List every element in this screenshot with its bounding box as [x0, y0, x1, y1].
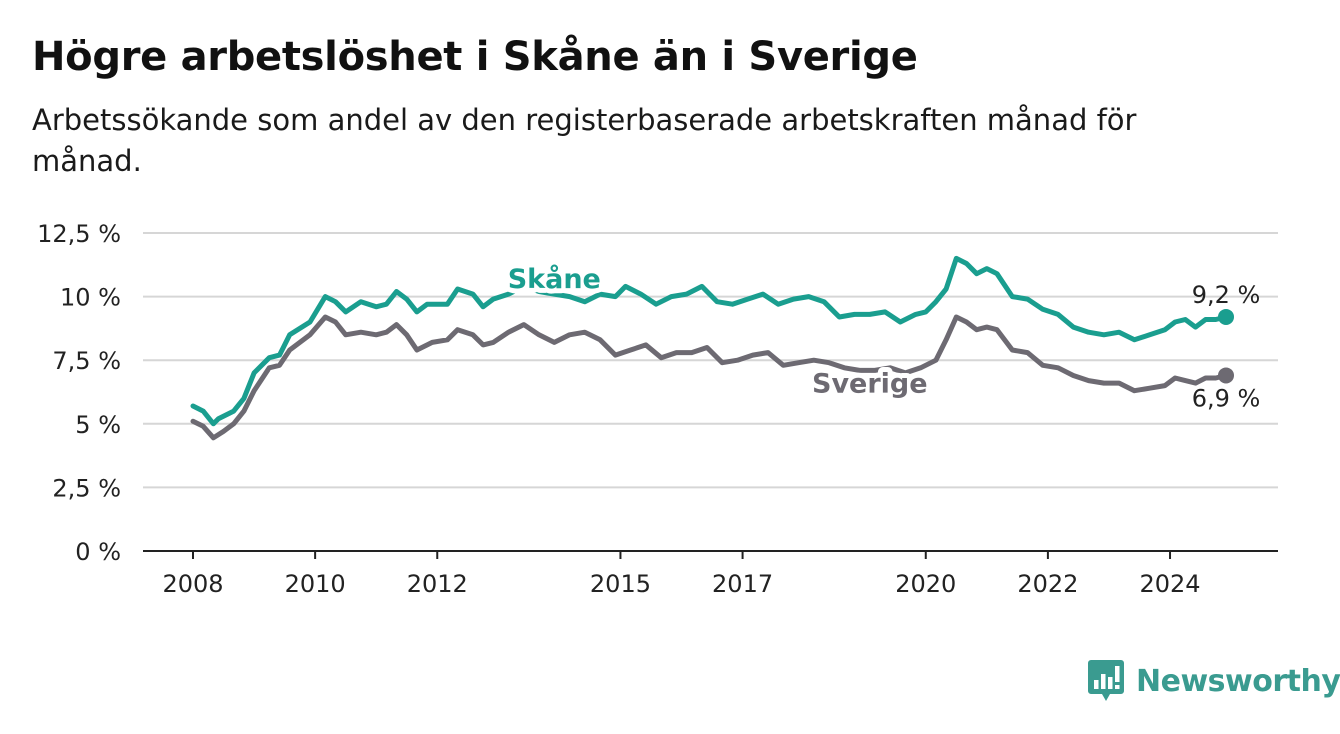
series-line-skane — [190, 255, 1229, 427]
series-end-point — [1218, 308, 1234, 325]
y-tick-label: 5 % — [75, 411, 121, 439]
x-tick-label: 2020 — [895, 570, 956, 598]
x-axis: 2008 2010 2012 2015 2017 2020 2022 2024 — [143, 550, 1278, 598]
gridlines — [143, 232, 1278, 489]
series-end-label: 6,9 % — [1192, 384, 1261, 412]
series-end-label: 9,2 % — [1192, 281, 1261, 309]
y-tick-label: 0 % — [75, 538, 121, 566]
y-axis-ticks: 0 % 2,5 % 5 % 7,5 % 10 % 12,5 % — [37, 220, 121, 566]
series-inline-label-halo: Skåne — [508, 263, 601, 295]
series-inline-label-halo: Sverige — [812, 368, 928, 399]
y-tick-label: 10 % — [60, 284, 121, 312]
chart-title: Högre arbetslöshet i Skåne än i Sverige — [32, 34, 918, 80]
series-inline-label: Skåne — [508, 263, 601, 295]
x-tick-label: 2008 — [162, 570, 223, 598]
x-tick-label: 2022 — [1017, 570, 1078, 598]
series-line-sverige — [190, 314, 1229, 441]
x-tick-label: 2017 — [712, 570, 773, 598]
chart-subtitle: Arbetssökande som andel av den registerb… — [32, 103, 1137, 178]
x-tick-label: 2015 — [590, 570, 651, 598]
x-tick-label: 2010 — [285, 570, 346, 598]
newsworthy-logo-icon — [1088, 660, 1124, 701]
x-tick-label: 2024 — [1139, 570, 1200, 598]
y-tick-label: 2,5 % — [52, 474, 121, 502]
brand-name: Newsworthy — [1136, 663, 1340, 699]
y-tick-label: 7,5 % — [52, 347, 121, 375]
newsworthy-brand[interactable]: Newsworthy — [1088, 660, 1340, 702]
y-tick-label: 12,5 % — [37, 220, 121, 248]
series-end-point — [1218, 367, 1234, 384]
x-tick-label: 2012 — [407, 570, 468, 598]
series-inline-label: Sverige — [812, 368, 928, 399]
series-lines — [190, 255, 1234, 441]
